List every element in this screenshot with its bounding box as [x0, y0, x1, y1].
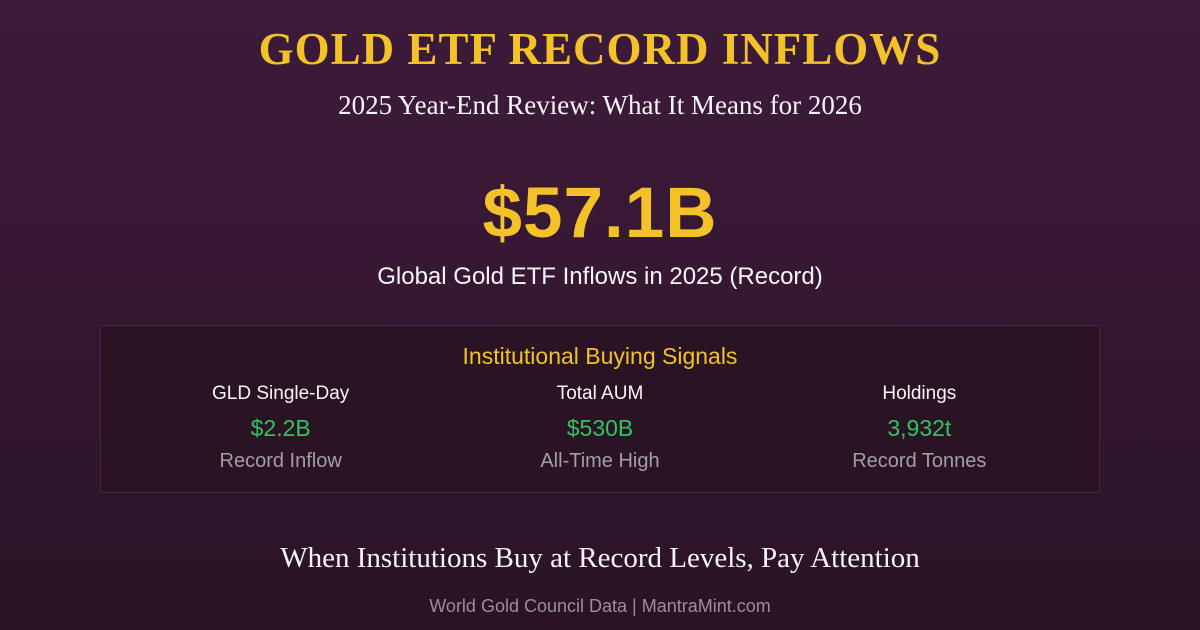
- stat-label: GLD Single-Day: [212, 382, 350, 404]
- stat-gld-single-day: GLD Single-Day $2.2B Record Inflow: [121, 383, 440, 473]
- stat-value: $2.2B: [250, 414, 311, 441]
- hero-value: $57.1B: [482, 174, 718, 254]
- stat-note: Record Tonnes: [852, 450, 987, 473]
- page-title: GOLD ETF RECORD INFLOWS: [258, 24, 942, 74]
- hero-caption: Global Gold ETF Inflows in 2025 (Record): [377, 263, 823, 291]
- signals-grid: GLD Single-Day $2.2B Record Inflow Total…: [121, 383, 1079, 473]
- tagline: When Institutions Buy at Record Levels, …: [280, 542, 920, 575]
- stat-label: Total AUM: [556, 382, 644, 404]
- stat-note: Record Inflow: [219, 450, 342, 473]
- stat-total-aum: Total AUM $530B All-Time High: [440, 383, 759, 473]
- stat-label: Holdings: [882, 382, 957, 404]
- stat-value: 3,932t: [887, 414, 952, 441]
- source-line: World Gold Council Data | MantraMint.com: [429, 596, 771, 617]
- signals-panel: Institutional Buying Signals GLD Single-…: [100, 325, 1100, 494]
- stat-note: All-Time High: [540, 450, 660, 473]
- stat-value: $530B: [566, 414, 634, 441]
- stat-holdings: Holdings 3,932t Record Tonnes: [760, 383, 1079, 473]
- page-subtitle: 2025 Year-End Review: What It Means for …: [338, 90, 862, 120]
- hero-stat: $57.1B Global Gold ETF Inflows in 2025 (…: [0, 178, 1200, 292]
- signals-panel-title: Institutional Buying Signals: [462, 343, 738, 370]
